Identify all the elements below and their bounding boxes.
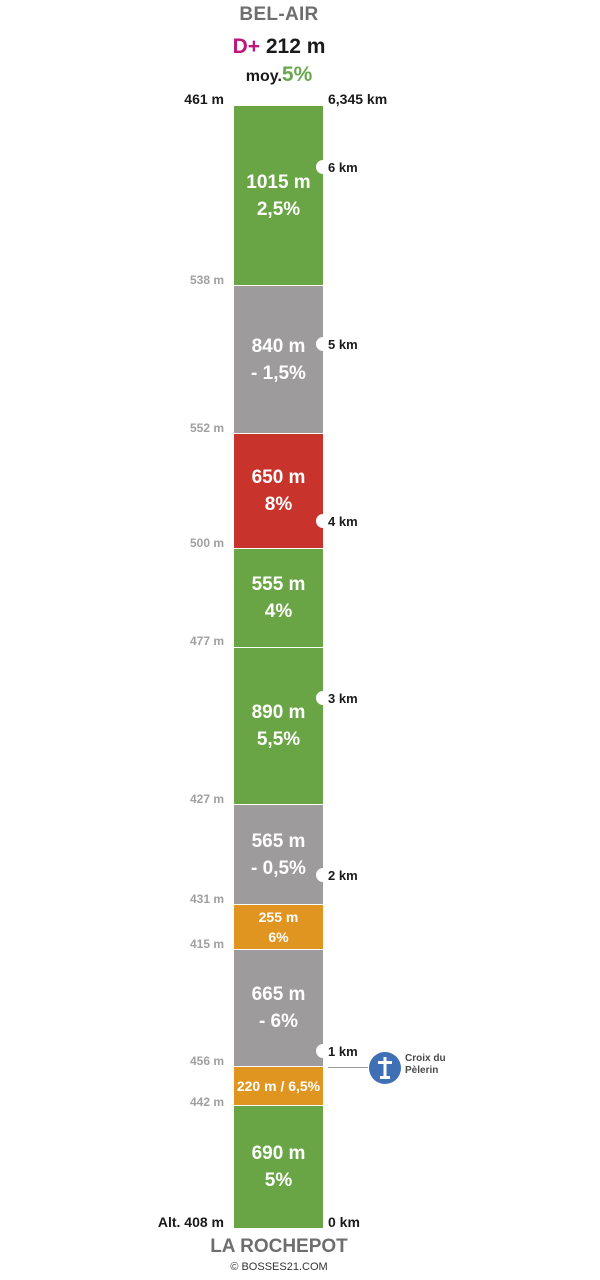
- segment-grade: - 6%: [258, 1011, 299, 1032]
- altitude-label: 442 m: [189, 1095, 224, 1109]
- km-marker: 3 km: [328, 691, 358, 706]
- segment-grade: 5%: [264, 1170, 293, 1191]
- top-altitude: 461 m: [184, 91, 224, 107]
- km-notch: [316, 160, 330, 174]
- segment-10: 690 m 5%: [234, 1106, 323, 1228]
- cross-icon: [369, 1052, 401, 1084]
- segment-6: 565 m - 0,5%: [234, 805, 323, 905]
- segment-length: 220 m / 6,5%: [236, 1078, 321, 1094]
- base-name: LA ROCHEPOT: [210, 1236, 348, 1257]
- km-marker: 5 km: [328, 337, 358, 352]
- segment-9: 220 m / 6,5%: [234, 1067, 323, 1106]
- segment-2: 840 m - 1,5%: [234, 286, 323, 434]
- altitude-label: 552 m: [189, 421, 224, 435]
- summit-name: BEL-AIR: [239, 4, 319, 25]
- segment-grade: 5,5%: [256, 729, 301, 750]
- altitude-label: 477 m: [189, 634, 224, 648]
- segment-grade: 8%: [264, 494, 293, 515]
- altitude-label: 500 m: [189, 536, 224, 550]
- segment-4: 555 m 4%: [234, 549, 323, 648]
- km-marker: 2 km: [328, 868, 358, 883]
- segment-7: 255 m 6%: [234, 905, 323, 950]
- km-notch: [316, 337, 330, 351]
- average-grade: moy.5%: [0, 63, 558, 87]
- segment-length: 650 m: [251, 467, 306, 488]
- altitude-label: 415 m: [189, 937, 224, 951]
- segment-length: 1015 m: [246, 171, 311, 193]
- segment-length: 690 m: [251, 1143, 306, 1164]
- segment-length: 565 m: [251, 830, 306, 852]
- km-notch: [316, 1044, 330, 1058]
- km-marker: 4 km: [328, 514, 358, 529]
- segment-length: 840 m: [251, 335, 306, 357]
- segment-grade: - 1,5%: [251, 362, 306, 384]
- poi-label-line2: Pèlerin: [405, 1065, 439, 1076]
- segment-length: 665 m: [251, 984, 306, 1005]
- segment-3: 650 m 8%: [234, 434, 323, 549]
- segment-length: 555 m: [251, 574, 306, 595]
- km-notch: [316, 691, 330, 705]
- credit: © BOSSES21.COM: [230, 1261, 328, 1273]
- elevation-gain: D+ 212 m: [0, 35, 558, 59]
- segment-grade: - 0,5%: [251, 857, 306, 879]
- altitude-label: 427 m: [189, 792, 224, 806]
- segment-grade: 4%: [264, 601, 293, 622]
- segment-1: 1015 m 2,5%: [234, 106, 323, 286]
- segment-grade: 6%: [268, 929, 289, 945]
- poi-label-line1: Croix du: [405, 1053, 446, 1064]
- segment-length: 255 m: [258, 909, 299, 925]
- segment-5: 890 m 5,5%: [234, 648, 323, 805]
- elevation-gain-label: D+: [232, 35, 261, 58]
- average-grade-value: 5%: [281, 63, 313, 86]
- base-altitude: Alt. 408 m: [157, 1214, 224, 1230]
- km-marker: 0 km: [328, 1214, 360, 1230]
- km-notch: [316, 868, 330, 882]
- segment-8: 665 m - 6%: [234, 950, 323, 1067]
- top-distance: 6,345 km: [328, 91, 388, 107]
- km-marker: 6 km: [328, 160, 358, 175]
- elevation-gain-value: 212 m: [265, 35, 326, 58]
- poi-connector: [328, 1067, 368, 1068]
- altitude-label: 456 m: [189, 1054, 224, 1068]
- km-notch: [316, 514, 330, 528]
- altitude-label: 538 m: [189, 273, 224, 287]
- segment-length: 890 m: [251, 702, 306, 723]
- average-grade-label: moy.: [245, 68, 282, 85]
- altitude-label: 431 m: [189, 892, 224, 906]
- segment-grade: 2,5%: [256, 198, 301, 220]
- km-marker: 1 km: [328, 1044, 358, 1059]
- poi-label: Croix du Pèlerin: [405, 1053, 446, 1077]
